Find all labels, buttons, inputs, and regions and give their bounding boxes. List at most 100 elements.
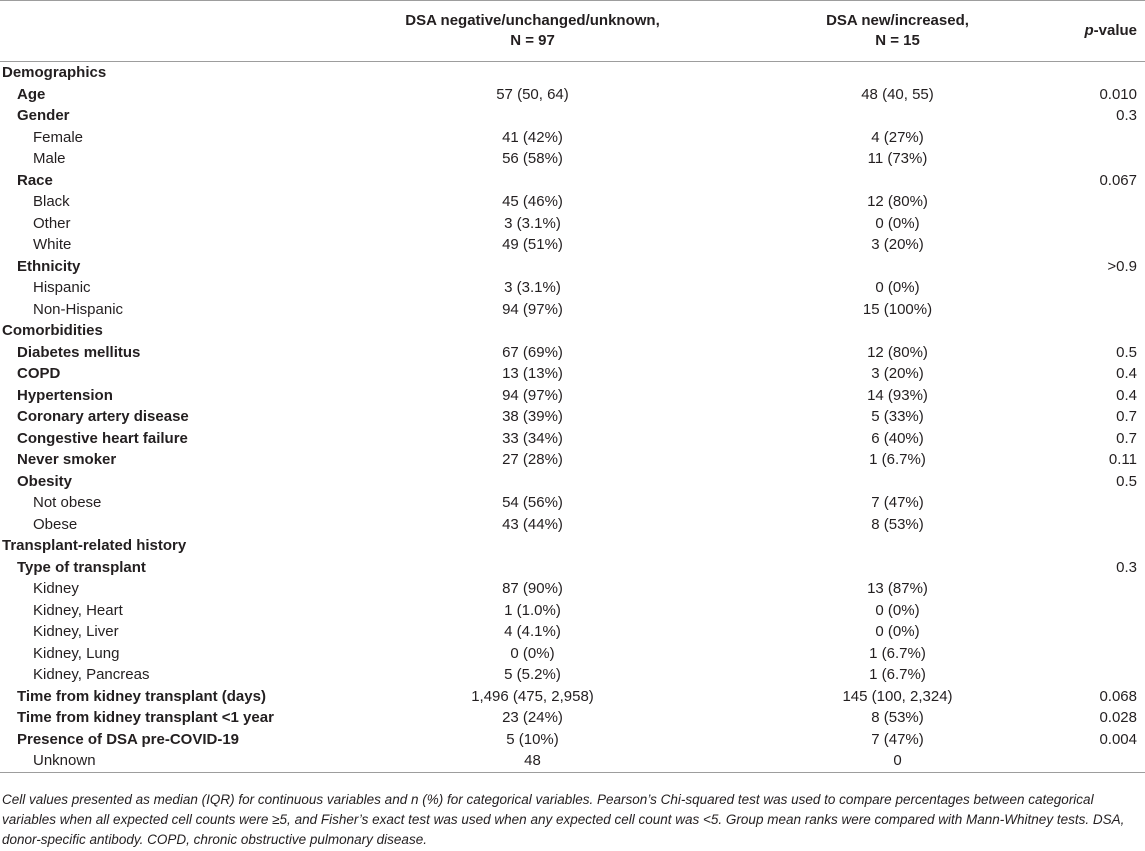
table-footnote: Cell values presented as median (IQR) fo… (2, 792, 1125, 847)
group1-value: 43 (44%) (502, 515, 563, 533)
p-value (1070, 127, 1145, 149)
row-label: Kidney, Lung (33, 644, 120, 662)
group1-value: 38 (39%) (502, 408, 563, 425)
row-label: Time from kidney transplant (days) (17, 687, 266, 705)
group1-value: 56 (58%) (502, 150, 563, 167)
table-row: Hispanic 3 (3.1%) 0 (0%) (0, 277, 1145, 299)
row-label: Kidney, Heart (33, 601, 123, 619)
group2-value: 12 (80%) (867, 193, 928, 210)
p-value (1070, 277, 1145, 299)
group1-value: 0 (0%) (510, 644, 555, 662)
table-row: Demographics (0, 62, 1145, 84)
table-row: Kidney 87 (90%) 13 (87%) (0, 578, 1145, 600)
header-pvalue: p-value (1070, 1, 1145, 62)
group2-value: 4 (27%) (871, 128, 924, 146)
group2-value (725, 170, 1070, 192)
group2-value (725, 105, 1070, 127)
p-value (1070, 62, 1145, 84)
row-label: Not obese (33, 494, 102, 511)
p-value: 0.3 (1116, 107, 1137, 124)
group1-value (340, 535, 725, 557)
group2-value: 14 (93%) (867, 386, 928, 404)
p-value: 0.068 (1099, 687, 1137, 705)
row-label: Hispanic (33, 279, 91, 296)
p-value (1070, 664, 1145, 686)
group1-value: 94 (97%) (502, 300, 563, 318)
group1-value: 48 (524, 752, 541, 769)
row-label: White (33, 236, 72, 253)
table-row: Coronary artery disease 38 (39%) 5 (33%) 0.… (0, 406, 1145, 428)
table-row: Male 56 (58%) 11 (73%) (0, 148, 1145, 170)
row-label: Kidney, Pancreas (33, 666, 150, 683)
group1-value: 5 (5.2%) (504, 666, 561, 683)
group2-value: 13 (87%) (867, 580, 928, 597)
p-value: 0.11 (1108, 451, 1137, 468)
group1-value (340, 320, 725, 342)
row-label: Obese (33, 515, 78, 533)
table-row: Age 57 (50, 64) 48 (40, 55) 0.010 (0, 84, 1145, 106)
group2-value: 0 (0%) (875, 214, 920, 232)
group2-value (725, 320, 1070, 342)
group1-value: 3 (3.1%) (504, 279, 561, 296)
row-label: Kidney (33, 580, 79, 597)
group1-value: 3 (3.1%) (504, 214, 561, 232)
header-row: DSA negative/unchanged/unknown, N = 97 D… (0, 0, 1145, 62)
table-row: Kidney, Pancreas 5 (5.2%) 1 (6.7%) (0, 664, 1145, 686)
group2-value: 0 (893, 752, 902, 769)
p-value: 0.067 (1099, 171, 1137, 189)
p-value (1070, 750, 1145, 772)
table-row: Transplant-related history (0, 535, 1145, 557)
row-label: Obesity (17, 472, 73, 490)
group1-value: 54 (56%) (502, 494, 563, 511)
table-row: Other 3 (3.1%) 0 (0%) (0, 213, 1145, 235)
table-row: Kidney, Liver 4 (4.1%) 0 (0%) (0, 621, 1145, 643)
p-value: 0.7 (1116, 429, 1137, 447)
group2-value: 3 (20%) (871, 236, 924, 253)
row-label: Never smoker (17, 451, 117, 468)
p-value (1070, 213, 1145, 235)
table-row: Not obese 54 (56%) 7 (47%) (0, 492, 1145, 514)
group1-value (340, 62, 725, 84)
row-label: Hypertension (17, 386, 113, 404)
group2-value: 1 (6.7%) (869, 666, 926, 683)
p-value (1070, 320, 1145, 342)
group1-value: 23 (24%) (502, 709, 563, 726)
table-row: Never smoker 27 (28%) 1 (6.7%) 0.11 (0, 449, 1145, 471)
group2-value: 48 (40, 55) (861, 85, 934, 103)
group1-value (340, 471, 725, 493)
group1-value: 13 (13%) (502, 365, 563, 382)
p-value: >0.9 (1107, 257, 1137, 275)
header-group1: DSA negative/unchanged/unknown, N = 97 (340, 1, 725, 62)
header-pvalue-rest: -value (1093, 22, 1137, 39)
group2-value: 7 (47%) (871, 730, 924, 748)
group1-value: 5 (10%) (506, 730, 559, 748)
table-row: Type of transplant 0.3 (0, 557, 1145, 579)
group2-value: 1 (6.7%) (869, 451, 926, 468)
group2-value: 145 (100, 2,324) (842, 687, 953, 705)
row-label: Transplant-related history (2, 537, 187, 554)
p-value (1070, 299, 1145, 321)
group2-value: 0 (0%) (875, 601, 920, 619)
group2-value: 1 (6.7%) (869, 644, 926, 662)
group1-value: 41 (42%) (502, 128, 563, 146)
group2-value: 15 (100%) (862, 300, 933, 318)
group2-value (725, 62, 1070, 84)
group2-value: 11 (73%) (867, 150, 928, 167)
p-value: 0.010 (1099, 85, 1137, 103)
table-row: Obese 43 (44%) 8 (53%) (0, 514, 1145, 536)
group2-value: 0 (0%) (875, 279, 920, 296)
header-group2-line1: DSA new/increased, (826, 12, 969, 29)
group1-value: 45 (46%) (502, 193, 563, 210)
p-value: 0.4 (1116, 386, 1137, 404)
table-row: Black 45 (46%) 12 (80%) (0, 191, 1145, 213)
table-row: Time from kidney transplant <1 year 23 (2… (0, 707, 1145, 729)
table-row: Presence of DSA pre-COVID-19 5 (10%) 7 (47… (0, 729, 1145, 751)
table-row: Kidney, Lung 0 (0%) 1 (6.7%) (0, 643, 1145, 665)
group2-value (725, 471, 1070, 493)
table-row: Congestive heart failure 33 (34%) 6 (40%) 0… (0, 428, 1145, 450)
p-value (1070, 600, 1145, 622)
group1-value: 87 (90%) (502, 580, 563, 597)
row-label: Black (33, 193, 70, 210)
table-header: DSA negative/unchanged/unknown, N = 97 D… (0, 0, 1145, 62)
